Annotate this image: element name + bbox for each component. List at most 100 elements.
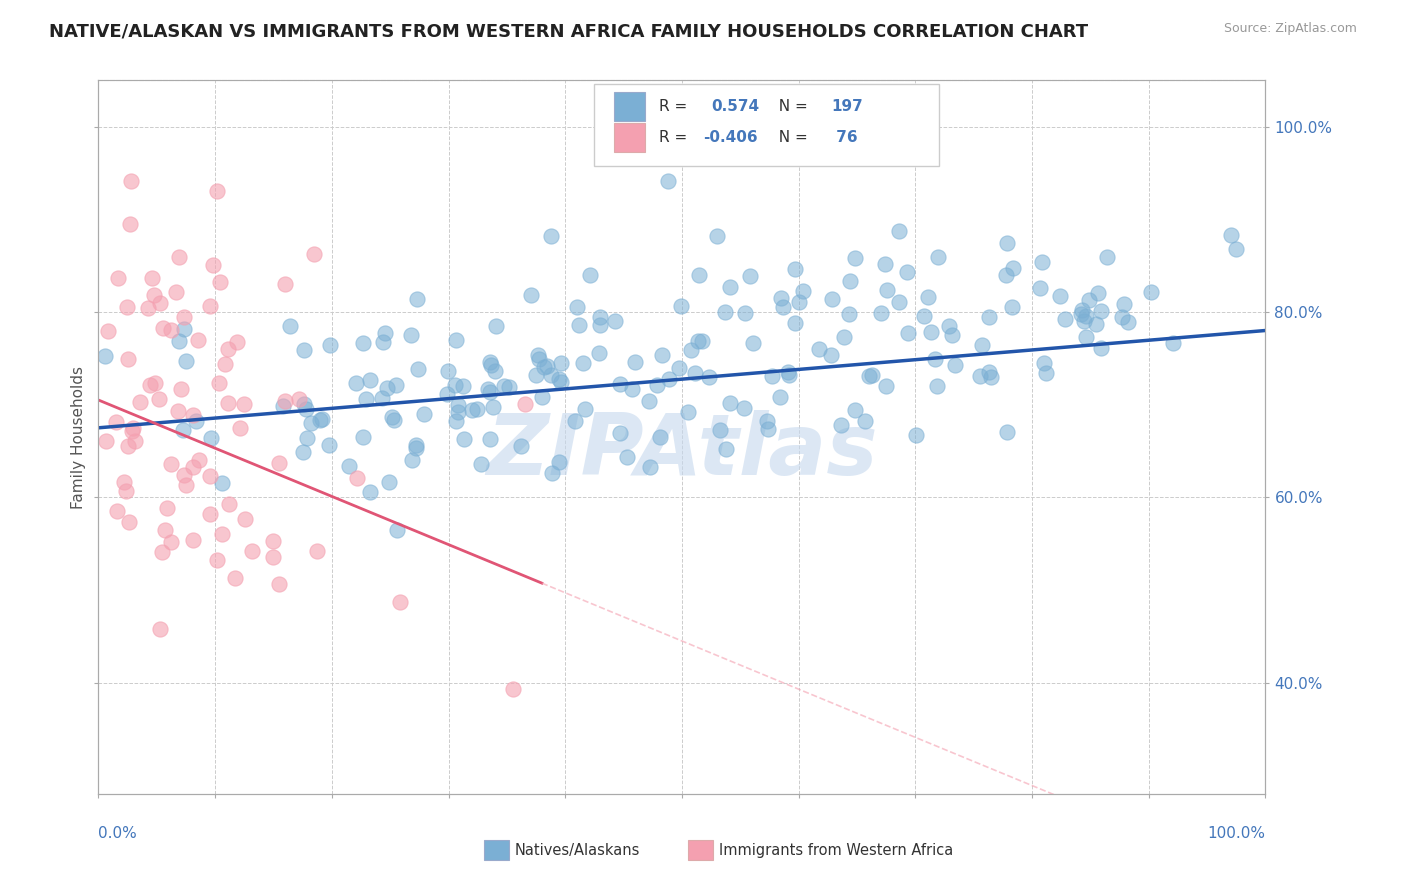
Point: [540, 228, 562, 243]
Point: [165, 285, 187, 299]
Point: [564, 413, 586, 427]
Point: [917, 290, 939, 304]
Point: [648, 430, 671, 444]
Point: [120, 173, 142, 187]
Point: [302, 246, 325, 260]
Point: [176, 478, 198, 492]
Point: [240, 544, 263, 558]
Point: [533, 360, 555, 375]
Point: [550, 375, 572, 389]
Point: [896, 265, 918, 279]
Point: [568, 318, 591, 333]
Point: [211, 527, 233, 541]
Point: [155, 501, 177, 516]
Point: [412, 407, 434, 421]
Point: [117, 351, 139, 366]
Point: [399, 328, 422, 343]
Point: [876, 284, 898, 298]
Point: [1090, 304, 1112, 318]
Point: [211, 476, 233, 491]
Point: [1161, 336, 1184, 351]
Text: Source: ZipAtlas.com: Source: ZipAtlas.com: [1223, 22, 1357, 36]
Point: [1053, 312, 1076, 326]
Point: [198, 507, 221, 521]
Point: [651, 348, 673, 362]
Point: [453, 432, 475, 446]
Point: [318, 438, 340, 452]
Point: [160, 323, 183, 337]
Point: [853, 413, 876, 427]
Point: [273, 277, 295, 291]
Point: [770, 291, 793, 305]
Point: [870, 306, 893, 320]
Text: R =: R =: [658, 130, 692, 145]
Point: [202, 258, 225, 272]
Point: [638, 394, 661, 409]
Point: [436, 387, 458, 401]
Point: [1078, 293, 1101, 307]
Point: [208, 275, 231, 289]
Point: [943, 359, 966, 373]
Point: [139, 378, 162, 392]
Point: [181, 533, 204, 547]
Point: [308, 413, 330, 427]
Point: [1116, 314, 1139, 328]
Point: [603, 314, 626, 328]
Point: [451, 379, 474, 393]
Point: [609, 425, 631, 440]
Point: [295, 402, 318, 417]
Point: [785, 262, 807, 277]
Bar: [688, 840, 713, 860]
Text: N =: N =: [769, 99, 813, 114]
Point: [1031, 255, 1053, 269]
Point: [359, 484, 381, 499]
Point: [121, 424, 143, 438]
Point: [536, 359, 558, 374]
Point: [887, 224, 910, 238]
Point: [371, 335, 394, 350]
Point: [167, 334, 190, 349]
Point: [679, 343, 702, 357]
Point: [839, 274, 862, 288]
Point: [924, 352, 946, 367]
Point: [1097, 251, 1119, 265]
Point: [97, 324, 120, 338]
Point: [115, 483, 138, 498]
Point: [311, 412, 333, 426]
Point: [741, 336, 763, 351]
Point: [297, 431, 319, 445]
Point: [690, 334, 713, 349]
Point: [148, 392, 170, 407]
Point: [280, 319, 302, 334]
Point: [565, 300, 588, 314]
Point: [740, 268, 762, 283]
Point: [181, 459, 204, 474]
Text: 0.574: 0.574: [711, 99, 759, 114]
Point: [938, 319, 960, 334]
Point: [844, 403, 866, 417]
Point: [478, 432, 501, 446]
Point: [820, 348, 842, 362]
Point: [821, 292, 844, 306]
Point: [540, 466, 562, 480]
Point: [274, 394, 297, 409]
Point: [1074, 309, 1097, 323]
Point: [969, 368, 991, 383]
Point: [188, 453, 211, 467]
Point: [378, 475, 401, 489]
Point: [150, 545, 173, 559]
Point: [218, 497, 240, 511]
Point: [1001, 261, 1024, 276]
Point: [977, 310, 1000, 324]
Point: [515, 396, 537, 410]
Point: [319, 338, 342, 352]
Point: [1111, 310, 1133, 324]
Point: [492, 379, 515, 393]
Point: [262, 534, 284, 549]
Point: [1070, 303, 1092, 318]
Point: [887, 295, 910, 310]
Point: [173, 321, 195, 335]
Point: [527, 348, 550, 362]
Point: [792, 285, 814, 299]
Point: [153, 523, 176, 537]
